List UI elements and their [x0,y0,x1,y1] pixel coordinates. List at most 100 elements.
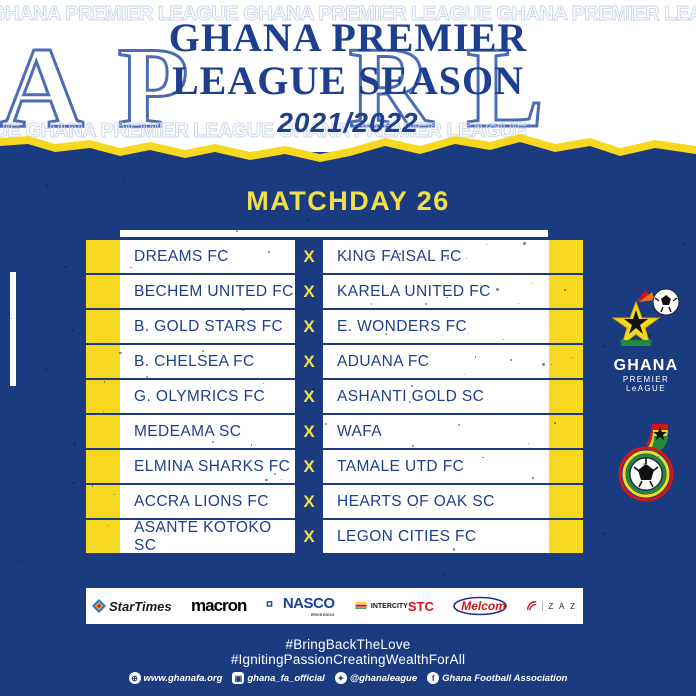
versus-cell: X [295,275,323,308]
table-row: B. GOLD STARS FC X E. WONDERS FC [86,310,583,343]
title-line-1: GHANA PREMIER [0,18,696,58]
versus-cell: X [295,310,323,343]
away-team: ASHANTI GOLD SC [323,380,549,413]
row-left-cap [86,485,120,518]
versus-cell: X [295,415,323,448]
texture-speck [300,475,301,476]
home-team: B. GOLD STARS FC [120,310,295,343]
texture-speck [57,295,59,297]
table-row: ELMINA SHARKS FC X TAMALE UTD FC [86,450,583,483]
table-row: ACCRA LIONS FC X HEARTS OF OAK SC [86,485,583,518]
texture-speck [556,557,557,558]
sponsor-zaz: Z A Z [525,588,577,624]
versus-cell: X [295,485,323,518]
nasco-icon [266,599,280,613]
versus-cell: X [295,520,323,553]
row-left-cap [86,380,120,413]
home-team: DREAMS FC [120,240,295,273]
torn-edge-svg [0,128,696,174]
home-team: G. OLYMRICS FC [120,380,295,413]
row-left-cap [86,520,120,553]
facebook-icon: f [427,672,439,684]
away-team: E. WONDERS FC [323,310,549,343]
table-row: DREAMS FC X KING FAISAL FC [86,240,583,273]
texture-speck [72,482,74,484]
row-right-cap [549,345,583,378]
texture-speck [412,445,414,447]
table-row: BECHEM UNITED FC X KARELA UNITED FC [86,275,583,308]
social-links-row: ⊕ www.ghanafa.org ▣ ghana_fa_official ✦ … [0,672,696,684]
texture-speck [3,316,4,317]
texture-speck [418,468,419,469]
sponsor-melcom: Melcom [453,588,506,624]
home-team: ACCRA LIONS FC [120,485,295,518]
zaz-icon [525,599,539,613]
social-facebook[interactable]: f Ghana Football Association [427,672,567,684]
texture-speck [223,249,224,250]
texture-speck [565,232,567,234]
texture-speck [18,295,20,297]
texture-speck [453,548,456,551]
social-instagram[interactable]: ▣ ghana_fa_official [232,672,324,684]
texture-speck [503,339,504,340]
twitter-icon: ✦ [335,672,347,684]
row-right-cap [549,275,583,308]
texture-speck [554,422,556,424]
gfa-badge-icon [612,420,684,504]
texture-speck [467,186,468,187]
ghana-premier-league-logo: GHANA PREMIER LeAGUE [606,288,686,393]
texture-speck [11,318,12,319]
table-row: MEDEAMA SC X WAFA [86,415,583,448]
texture-speck [73,442,75,444]
sponsor-macron: macron [191,588,246,624]
texture-speck [564,289,565,290]
texture-speck [375,466,376,467]
home-team: ASANTE KOTOKO SC [120,520,295,553]
versus-cell: X [295,380,323,413]
texture-speck [523,242,526,245]
texture-speck [447,257,449,259]
hashtag-secondary: #IgnitingPassionCreatingWealthForAll [0,652,696,667]
texture-speck [51,369,52,370]
texture-speck [532,477,534,479]
texture-speck [119,352,122,355]
texture-speck [603,345,606,348]
startimes-diamond-icon [92,599,106,613]
away-team: KARELA UNITED FC [323,275,549,308]
texture-speck [245,322,246,323]
sponsor-startimes: StarTimes [92,588,172,624]
row-right-cap [549,310,583,343]
away-team: ADUANA FC [323,345,549,378]
social-handle: ghana_fa_official [247,673,324,684]
texture-speck [39,210,40,211]
away-team: TAMALE UTD FC [323,450,549,483]
versus-cell: X [295,450,323,483]
texture-speck [604,401,606,403]
texture-speck [607,554,609,556]
social-twitter[interactable]: ✦ @ghanaleague [335,672,417,684]
matchday-title: MATCHDAY 26 [0,186,696,217]
globe-icon: ⊕ [129,672,141,684]
social-website[interactable]: ⊕ www.ghanafa.org [129,672,223,684]
texture-speck [425,303,427,305]
sponsor-bar: StarTimes macron NASCO electronics INTER… [86,588,583,624]
texture-speck [572,357,573,358]
table-row: B. CHELSEA FC X ADUANA FC [86,345,583,378]
away-team: WAFA [323,415,549,448]
row-left-cap [86,345,120,378]
sponsor-name: INTERCITY [371,603,408,610]
texture-speck [496,288,499,291]
away-team: KING FAISAL FC [323,240,549,273]
versus-cell: X [295,345,323,378]
row-left-cap [86,310,120,343]
left-accent-bar [10,272,16,386]
title-line-2: LEAGUE SEASON [0,61,696,101]
texture-speck [268,251,270,253]
sponsor-nasco: NASCO electronics [266,588,335,624]
texture-speck [242,309,243,310]
texture-speck [619,555,620,556]
social-handle: @ghanaleague [350,673,417,684]
texture-speck [63,392,65,394]
torn-paper-divider [0,128,696,174]
texture-speck [528,443,529,444]
